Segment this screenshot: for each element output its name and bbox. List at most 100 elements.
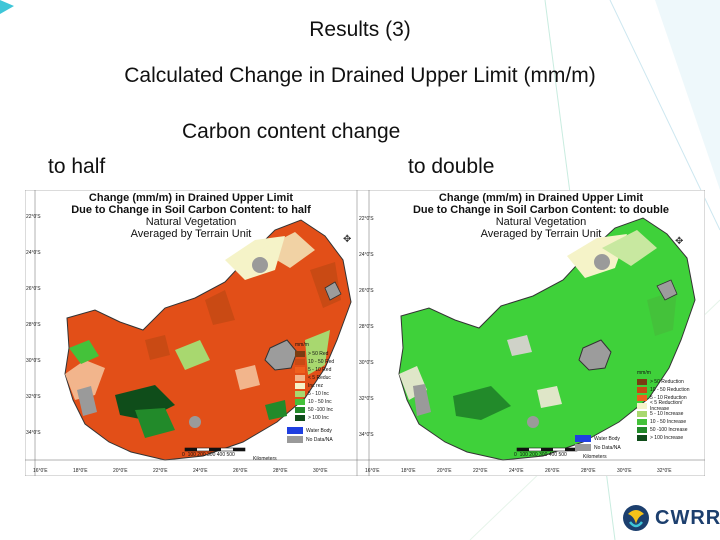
legend-swatch: [295, 367, 305, 373]
legend-item: No Data/NA: [287, 435, 333, 444]
lat-label: 22°0'S: [359, 216, 374, 222]
map-panel-double: Change (mm/m) in Drained Upper Limit Due…: [357, 190, 705, 476]
lon-label: 16°0'E: [33, 468, 48, 474]
legend-item: < 5 Reduction/ Increase: [637, 400, 701, 412]
legend-swatch: [575, 435, 591, 442]
legend-item: > 50 Reduction: [637, 378, 701, 386]
legend-swatch: [637, 411, 647, 417]
legend-item: 5 - 10 Increase: [637, 410, 701, 418]
legend-item: > 50 Red: [295, 350, 353, 358]
map-title-line1: Change (mm/m) in Drained Upper Limit: [438, 192, 644, 204]
legend-swatch: [295, 359, 305, 365]
lat-label: 30°0'S: [26, 358, 41, 364]
lon-label: 26°0'E: [545, 468, 560, 474]
legend-item: Inc rez: [295, 382, 353, 390]
legend-swatch: [637, 419, 647, 425]
legend-swatch: [575, 444, 591, 451]
slide-title: Results (3): [309, 18, 411, 41]
lon-label: 28°0'E: [273, 468, 288, 474]
lon-label: 18°0'E: [73, 468, 88, 474]
legend-swatch: [637, 435, 647, 441]
lon-label: 26°0'E: [233, 468, 248, 474]
legend-item: > 100 Increase: [637, 434, 701, 442]
scale-unit: Kilometers: [253, 456, 277, 462]
cwrr-logo-text: CWRR: [655, 507, 720, 529]
lon-label: 30°0'E: [313, 468, 328, 474]
slide-subtitle: Calculated Change in Drained Upper Limit…: [124, 64, 596, 87]
map-double-other-legend: Water Body No Data/NA: [575, 434, 621, 452]
map-double-graphic: [357, 190, 705, 476]
legend-swatch: [637, 387, 647, 393]
legend-item: 10 - 50 Increase: [637, 418, 701, 426]
map-title-line4: Averaged by Terrain Unit: [480, 228, 602, 240]
lon-label: 22°0'E: [473, 468, 488, 474]
legend-swatch: [295, 415, 305, 421]
legend-swatch: [637, 403, 647, 409]
map-double-title: Change (mm/m) in Drained Upper Limit Due…: [377, 192, 705, 240]
map-title-line2: Due to Change in Soil Carbon Content: to…: [71, 204, 311, 216]
legend-swatch: [295, 383, 305, 389]
legend-swatch: [287, 436, 303, 443]
legend-swatch: [637, 395, 647, 401]
scale-bar-labels: 0 100 200 300 400 500: [182, 452, 235, 458]
lat-label: 30°0'S: [359, 360, 374, 366]
lat-label: 26°0'S: [26, 286, 41, 292]
lat-label: 26°0'S: [359, 288, 374, 294]
north-arrow-icon: ✥: [343, 234, 352, 245]
legend-title: mm/m: [295, 342, 309, 348]
lon-label: 24°0'E: [193, 468, 208, 474]
legend-item: 5 - 10 Reduction: [637, 394, 701, 402]
legend-item: 5 - 10 Inc: [295, 390, 353, 398]
lon-label: 28°0'E: [581, 468, 596, 474]
scale-unit: Kilometers: [583, 454, 607, 460]
legend-item: 10 - 50 Reduction: [637, 386, 701, 394]
lat-label: 32°0'S: [26, 394, 41, 400]
lon-label: 30°0'E: [617, 468, 632, 474]
legend-item: Water Body: [287, 426, 333, 435]
legend-swatch: [295, 351, 305, 357]
lat-label: 32°0'S: [359, 396, 374, 402]
lon-label: 16°0'E: [365, 468, 380, 474]
lat-label: 24°0'S: [26, 250, 41, 256]
lon-label: 22°0'E: [153, 468, 168, 474]
map-panel-half: Change (mm/m) in Drained Upper Limit Due…: [25, 190, 357, 476]
map-title-line3: Natural Vegetation: [145, 216, 237, 228]
lat-label: 22°0'S: [26, 214, 41, 220]
to-half-label: to half: [48, 155, 106, 178]
lon-label: 20°0'E: [113, 468, 128, 474]
legend-item: 10 - 50 Inc: [295, 398, 353, 406]
legend-swatch: [295, 407, 305, 413]
legend-title: mm/m: [637, 370, 651, 376]
legend-item: 10 - 50 Red: [295, 358, 353, 366]
map-half-other-legend: Water Body No Data/NA: [287, 426, 333, 444]
carbon-change-label: Carbon content change: [182, 120, 401, 143]
map-double-legend: mm/m > 50 Reduction 10 - 50 Reduction 5 …: [637, 370, 701, 442]
cwrr-logo: [623, 505, 649, 531]
legend-item: > 100 Inc: [295, 414, 353, 422]
legend-swatch: [295, 399, 305, 405]
legend-item: No Data/NA: [575, 443, 621, 452]
scale-bar-labels: 0 100 200 300 400 500: [514, 452, 567, 458]
map-half-title: Change (mm/m) in Drained Upper Limit Due…: [25, 192, 357, 240]
map-half-legend: mm/m > 50 Red 10 - 50 Red 5 - 10 Red < 5…: [295, 342, 353, 422]
legend-swatch: [287, 427, 303, 434]
swaziland-shape: [324, 281, 342, 301]
lat-label: 34°0'S: [359, 432, 374, 438]
legend-swatch: [637, 427, 647, 433]
lat-label: 24°0'S: [359, 252, 374, 258]
map-title-line1: Change (mm/m) in Drained Upper Limit: [88, 192, 294, 204]
lon-label: 32°0'E: [657, 468, 672, 474]
map-title-line3: Natural Vegetation: [495, 216, 587, 228]
lat-label: 28°0'S: [359, 324, 374, 330]
lon-label: 18°0'E: [401, 468, 416, 474]
map-title-line4: Averaged by Terrain Unit: [130, 228, 252, 240]
lat-label: 28°0'S: [26, 322, 41, 328]
map-title-line2: Due to Change in Soil Carbon Content: to…: [412, 204, 670, 216]
lon-label: 20°0'E: [437, 468, 452, 474]
legend-item: < 5 Reduc: [295, 374, 353, 382]
lesotho-shape: [264, 339, 298, 371]
lat-label: 34°0'S: [26, 430, 41, 436]
lesotho-shape: [578, 339, 612, 371]
lon-label: 24°0'E: [509, 468, 524, 474]
legend-swatch: [637, 379, 647, 385]
